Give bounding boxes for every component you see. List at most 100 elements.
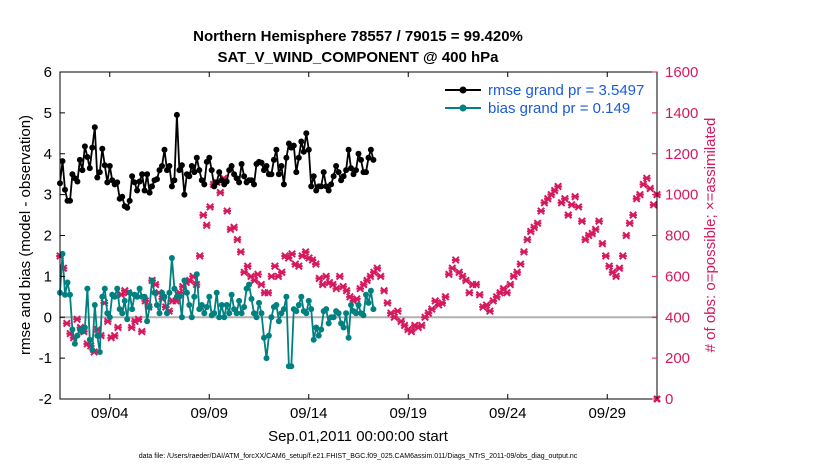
y-tick-label-left: 6 bbox=[44, 64, 52, 81]
rmse-point bbox=[159, 163, 165, 169]
rmse-point bbox=[171, 177, 178, 184]
rmse-point bbox=[76, 156, 83, 163]
rmse-point bbox=[330, 173, 337, 180]
bias-point bbox=[308, 306, 315, 313]
bias-point bbox=[241, 304, 248, 310]
x-tick-label: 09/14 bbox=[290, 405, 328, 422]
bias-point bbox=[355, 302, 362, 308]
rmse-point bbox=[348, 165, 354, 172]
legend-rmse-marker bbox=[459, 86, 467, 94]
obs-count-marker bbox=[216, 188, 225, 197]
y-tick-label-right: 400 bbox=[665, 309, 690, 326]
obs-count-marker bbox=[615, 264, 624, 273]
obs-count-marker bbox=[605, 262, 614, 271]
legend-rmse-label: rmse grand pr = 3.5497 bbox=[488, 82, 644, 99]
obs-count-marker bbox=[376, 272, 385, 281]
bias-point bbox=[211, 310, 218, 317]
obs-count-marker bbox=[462, 276, 470, 285]
obs-count-marker bbox=[642, 174, 651, 183]
obs-count-marker bbox=[591, 225, 600, 234]
rmse-point bbox=[201, 181, 208, 188]
legend-bias-label: bias grand pr = 0.149 bbox=[488, 100, 630, 117]
rmse-point bbox=[79, 167, 86, 174]
bias-point bbox=[156, 310, 163, 317]
bias-point bbox=[121, 297, 128, 304]
bias-point bbox=[91, 302, 98, 308]
rmse-point bbox=[186, 173, 193, 180]
bias-point bbox=[221, 314, 228, 321]
obs-count-marker bbox=[250, 276, 259, 285]
bias-point bbox=[263, 355, 270, 362]
obs-count-marker bbox=[427, 305, 436, 313]
rmse-point bbox=[308, 183, 315, 190]
bias-point bbox=[74, 332, 81, 339]
rmse-point bbox=[345, 146, 352, 153]
rmse-point bbox=[270, 156, 277, 163]
bias-point bbox=[134, 293, 141, 300]
x-tick-label: 09/19 bbox=[389, 405, 427, 422]
rmse-point bbox=[251, 181, 257, 188]
x-tick-label: 09/24 bbox=[489, 405, 527, 422]
bias-point bbox=[206, 293, 213, 300]
obs-count-marker bbox=[625, 219, 634, 228]
bias-point bbox=[164, 310, 170, 317]
rmse-point bbox=[149, 183, 155, 190]
right-axis: 0 200 400 600 800 1000 1200 1400 1600 bbox=[652, 64, 698, 408]
bias-point bbox=[161, 293, 168, 300]
bias-point bbox=[178, 314, 185, 321]
rmse-point bbox=[119, 193, 126, 200]
bias-point bbox=[238, 310, 245, 317]
bias-point bbox=[310, 336, 317, 343]
bias-point bbox=[261, 334, 267, 341]
rmse-point bbox=[363, 169, 369, 176]
rmse-point bbox=[196, 167, 203, 174]
rmse-point bbox=[258, 159, 265, 166]
rmse-point bbox=[318, 183, 325, 190]
bias-point bbox=[94, 332, 101, 339]
obs-count-marker bbox=[537, 207, 545, 215]
bias-point bbox=[146, 304, 153, 310]
rmse-point bbox=[81, 143, 88, 150]
rmse-point bbox=[283, 154, 290, 161]
bias-point bbox=[223, 302, 230, 308]
rmse-point bbox=[216, 169, 223, 176]
rmse-point bbox=[293, 169, 300, 176]
bias-point bbox=[171, 285, 178, 292]
rmse-point bbox=[273, 146, 280, 153]
bias-series-layer bbox=[57, 250, 377, 370]
bias-point bbox=[59, 250, 66, 257]
legend: rmse grand pr = 3.5497 bias grand pr = 0… bbox=[440, 78, 652, 120]
obs-count-marker bbox=[618, 252, 627, 260]
rmse-point bbox=[161, 146, 168, 153]
y-tick-label-left: -2 bbox=[39, 391, 52, 408]
bias-point bbox=[248, 295, 255, 302]
y-tick-label-left: 2 bbox=[44, 228, 52, 245]
y-tick-label-right: 1400 bbox=[665, 105, 698, 122]
bias-point bbox=[305, 297, 312, 304]
rmse-point bbox=[206, 154, 213, 161]
bias-point bbox=[313, 324, 320, 331]
obs-count-marker bbox=[62, 319, 71, 328]
rmse-point bbox=[144, 171, 151, 178]
bias-point bbox=[318, 326, 325, 333]
x-tick-label: 09/29 bbox=[588, 405, 626, 422]
obs-count-marker bbox=[506, 280, 515, 289]
bias-point bbox=[303, 310, 310, 317]
obs-count-marker bbox=[271, 262, 279, 271]
bias-point bbox=[136, 285, 143, 292]
obs-count-marker bbox=[352, 294, 361, 303]
y-tick-label-right: 600 bbox=[665, 268, 690, 285]
bias-point bbox=[363, 291, 369, 298]
rmse-point bbox=[333, 163, 340, 169]
y-axis-left-label: rmse and bias (model - observation) bbox=[17, 115, 34, 355]
rmse-point bbox=[208, 167, 215, 174]
rmse-point bbox=[136, 178, 143, 185]
obs-count-marker bbox=[383, 299, 392, 307]
bias-point bbox=[345, 334, 352, 341]
bias-point bbox=[124, 316, 131, 323]
legend-bias-marker bbox=[459, 104, 467, 112]
obs-count-marker bbox=[417, 321, 426, 330]
rmse-point bbox=[367, 146, 374, 153]
x-tick-label: 09/09 bbox=[190, 405, 228, 422]
obs-count-marker bbox=[233, 235, 242, 244]
